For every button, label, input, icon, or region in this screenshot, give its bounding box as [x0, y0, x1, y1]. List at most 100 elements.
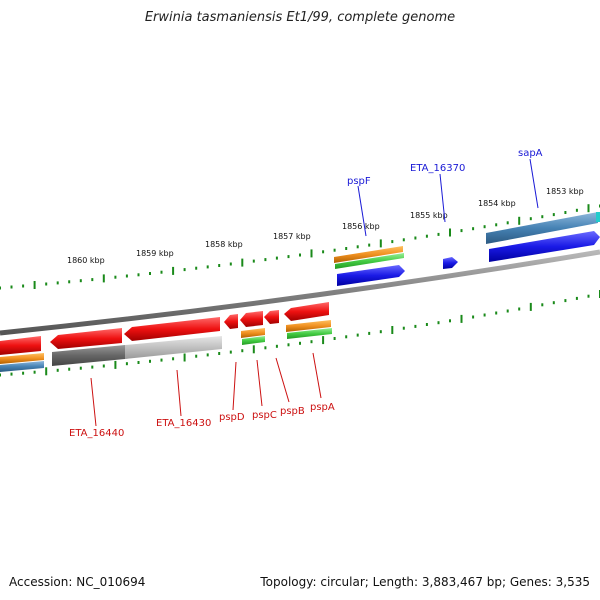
feature-green-pspF	[335, 253, 404, 269]
minor-tick	[425, 323, 428, 326]
label-ETA16370: ETA_16370	[410, 163, 465, 174]
feature-red-ETA16430	[124, 317, 220, 341]
minor-tick	[79, 279, 82, 283]
minor-tick	[241, 349, 244, 353]
minor-tick	[252, 259, 255, 263]
feature-orange-pspC	[241, 328, 265, 338]
leader-pspD	[232, 361, 237, 411]
minor-tick	[368, 331, 371, 335]
feature-steel-left	[0, 361, 44, 372]
major-tick	[183, 353, 186, 362]
major-tick	[529, 302, 532, 311]
major-tick	[114, 360, 117, 369]
minor-tick	[356, 333, 359, 337]
minor-tick	[91, 365, 94, 369]
tick-label-1860: 1860 kbp	[67, 256, 105, 265]
feature-green-pspA	[287, 328, 332, 339]
minor-tick	[391, 240, 394, 244]
minor-tick	[102, 364, 105, 368]
leader-pspC	[256, 359, 263, 407]
minor-tick	[33, 370, 36, 374]
minor-tick	[299, 341, 301, 345]
minor-tick	[506, 221, 509, 225]
tick-label-1859: 1859 kbp	[136, 249, 174, 258]
label-ETA16430: ETA_16430	[156, 418, 211, 429]
feature-red-pspC	[240, 311, 263, 327]
tick-labels: 1853 kbp 1854 kbp 1855 kbp 1856 kbp 1857…	[67, 187, 584, 265]
minor-tick	[22, 284, 25, 288]
minor-tick	[275, 344, 278, 348]
minor-tick	[0, 286, 1, 290]
minor-tick	[564, 211, 567, 214]
label-pspC: pspC	[252, 410, 277, 421]
tick-label-1857: 1857 kbp	[273, 232, 311, 241]
major-tick	[310, 249, 313, 258]
minor-tick	[483, 313, 486, 317]
minor-tick	[195, 354, 198, 358]
tick-label-1854: 1854 kbp	[478, 199, 516, 208]
minor-tick	[552, 213, 555, 217]
minor-tick	[333, 248, 336, 252]
minor-tick	[472, 315, 475, 319]
minor-tick	[10, 285, 13, 289]
minor-tick	[10, 372, 13, 376]
feature-orange-pspF	[334, 246, 403, 263]
minor-tick	[368, 243, 371, 247]
minor-tick	[472, 227, 475, 231]
major-tick	[252, 345, 255, 354]
feature-grey-dark	[52, 345, 125, 366]
minor-tick	[125, 274, 128, 278]
label-sapA: sapA	[518, 148, 543, 159]
minor-tick	[218, 352, 221, 355]
minor-tick	[575, 296, 578, 300]
minor-tick	[206, 265, 209, 269]
label-pspA: pspA	[310, 402, 335, 413]
minor-tick	[495, 311, 498, 315]
tick-label-1856: 1856 kbp	[342, 222, 380, 231]
reverse-features	[0, 302, 332, 372]
major-tick	[102, 274, 105, 283]
major-tick	[518, 216, 521, 225]
minor-tick	[425, 234, 428, 238]
leader-pspA	[312, 352, 322, 399]
major-tick	[33, 281, 36, 289]
minor-tick	[402, 326, 405, 330]
minor-tick	[564, 299, 567, 303]
upper-tick-ring	[0, 204, 600, 290]
minor-tick	[506, 309, 509, 313]
minor-tick	[460, 229, 463, 233]
minor-tick	[414, 324, 417, 328]
minor-tick	[449, 319, 451, 323]
minor-tick	[287, 343, 290, 347]
label-pspB: pspB	[280, 406, 305, 417]
forward-labels: sapA ETA_16370 pspF	[347, 148, 543, 237]
feature-red-pspD	[224, 314, 238, 329]
feature-red-left	[0, 336, 41, 355]
feature-orange-pspA	[286, 320, 331, 332]
minor-tick	[345, 247, 348, 250]
minor-tick	[518, 307, 521, 311]
label-ETA16440: ETA_16440	[69, 428, 124, 439]
minor-tick	[264, 258, 267, 262]
accession-text: Accession: NC_010694	[9, 575, 146, 589]
minor-tick	[541, 215, 544, 219]
feature-blue-small	[443, 257, 458, 269]
feature-red-pspA	[284, 302, 329, 321]
minor-tick	[529, 217, 532, 221]
minor-tick	[345, 335, 348, 339]
minor-tick	[402, 238, 405, 242]
minor-tick	[56, 281, 59, 285]
minor-tick	[575, 208, 578, 212]
minor-tick	[437, 232, 440, 236]
major-tick	[460, 314, 463, 323]
tick-label-1853: 1853 kbp	[546, 187, 584, 196]
tick-label-1858: 1858 kbp	[205, 240, 243, 249]
minor-tick	[218, 264, 221, 267]
minor-tick	[172, 357, 175, 361]
minor-tick	[495, 223, 498, 227]
leader-sapA	[529, 158, 539, 209]
minor-tick	[310, 340, 313, 344]
major-tick	[172, 266, 175, 275]
forward-features	[334, 212, 600, 286]
